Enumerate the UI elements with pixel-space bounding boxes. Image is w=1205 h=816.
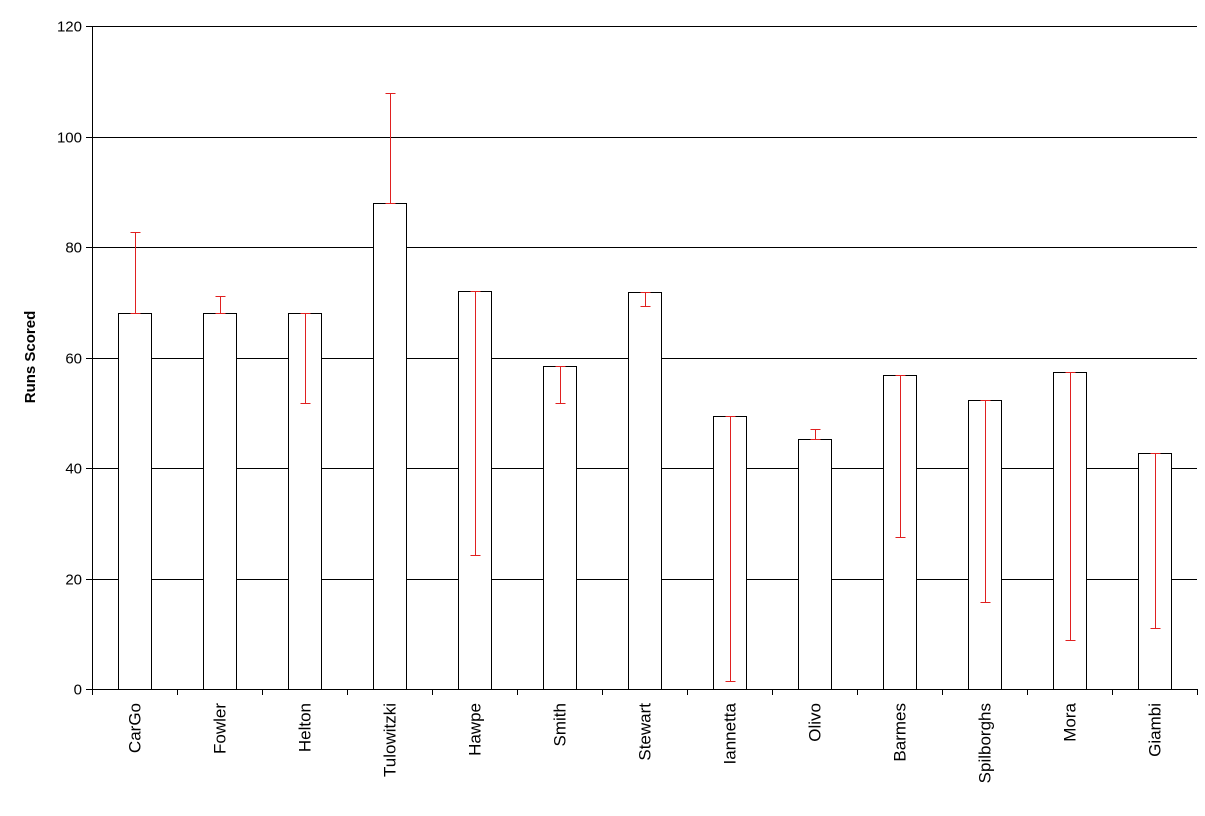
x-category-label: Barmes <box>891 703 910 762</box>
y-tick-label: 80 <box>65 240 82 257</box>
bars <box>118 203 1172 690</box>
x-category-label: Tulowitzki <box>381 703 400 777</box>
x-category-label: Smith <box>551 703 570 746</box>
labels: 0 20 40 60 80 100 120 CarGo Fowler Helton Tulowitz… <box>57 19 1165 784</box>
y-tick-label: 40 <box>65 461 82 478</box>
error-bars <box>130 93 1161 682</box>
x-category-label: Hawpe <box>466 703 485 756</box>
bar <box>203 313 237 690</box>
y-tick-label: 20 <box>65 572 82 589</box>
x-category-label: Olivo <box>806 703 825 742</box>
axes <box>86 26 1198 695</box>
y-tick-label: 120 <box>57 19 82 36</box>
y-axis-title: Runs Scored <box>22 311 39 404</box>
y-tick-label: 100 <box>57 130 82 147</box>
bar <box>798 439 832 690</box>
x-category-label: Stewart <box>636 703 655 761</box>
x-category-label: CarGo <box>126 703 145 753</box>
x-category-label: Mora <box>1061 702 1080 741</box>
bar <box>628 292 662 690</box>
bar <box>543 366 577 690</box>
x-category-label: Giambi <box>1146 703 1165 757</box>
x-category-label: Fowler <box>211 703 230 754</box>
x-category-label: Iannetta <box>721 702 740 764</box>
bar <box>373 203 407 690</box>
x-category-label: Spilborghs <box>976 703 995 783</box>
y-tick-label: 0 <box>74 682 82 699</box>
bar <box>118 313 152 690</box>
x-category-label: Helton <box>296 703 315 752</box>
y-tick-label: 60 <box>65 351 82 368</box>
